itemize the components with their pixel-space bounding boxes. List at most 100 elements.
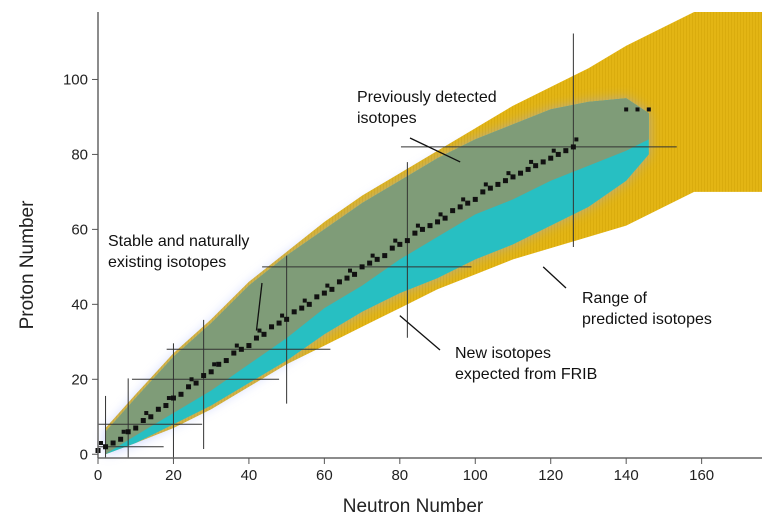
stable-point <box>472 196 478 202</box>
stable-point <box>574 137 579 142</box>
stable-point <box>170 395 176 401</box>
stable-point <box>223 358 229 364</box>
stable-point <box>208 369 214 375</box>
stable-point <box>506 171 511 176</box>
annotation-text: Range of <box>582 290 647 307</box>
x-tick-label: 140 <box>614 467 639 484</box>
stable-point <box>284 316 290 322</box>
extra-point <box>624 107 629 112</box>
stable-point <box>99 441 103 446</box>
stable-point <box>419 226 425 232</box>
stable-point <box>525 166 531 172</box>
annotation-text: isotopes <box>357 110 417 127</box>
y-tick-label: 100 <box>63 71 88 88</box>
stable-point <box>329 286 335 292</box>
stable-point <box>348 268 352 273</box>
x-tick-label: 80 <box>391 467 408 484</box>
x-tick-label: 120 <box>538 467 563 484</box>
y-tick-label: 40 <box>71 296 88 313</box>
extra-point <box>635 107 640 112</box>
stable-point <box>518 170 524 176</box>
extra-point <box>646 107 651 112</box>
annotation: Previously detected isotopes <box>357 89 497 163</box>
stable-point <box>480 189 486 195</box>
axes-layer <box>97 12 762 459</box>
annotation-text: expected from FRIB <box>455 366 597 383</box>
stable-point <box>435 219 441 225</box>
x-axis-title: Neutron Number <box>343 496 484 517</box>
stable-point <box>370 253 375 258</box>
annotation-text: New isotopes <box>455 345 551 362</box>
stable-point <box>189 377 194 382</box>
annotation-text: Stable and naturally <box>108 233 249 250</box>
stable-point <box>374 256 380 262</box>
annotation-leader <box>542 266 567 289</box>
stable-point <box>148 414 154 420</box>
stable-point <box>121 429 126 434</box>
stable-point <box>415 223 420 228</box>
stable-point <box>382 253 388 259</box>
y-tick-label: 20 <box>71 371 88 388</box>
stable-point <box>367 260 373 266</box>
stable-point <box>246 343 252 349</box>
stable-point <box>442 215 448 221</box>
stable-point <box>163 403 169 409</box>
ticks-layer: 0 20 40 60 80 100 120 140 160 0 20 40 60 80 100 <box>63 71 714 484</box>
annotation-leader <box>399 315 441 351</box>
annotation-text: predicted isotopes <box>582 311 712 328</box>
stable-point <box>551 148 556 153</box>
magic-number-lines <box>98 33 677 458</box>
stable-point <box>450 208 456 214</box>
stable-point <box>389 245 395 251</box>
stable-point <box>257 328 262 333</box>
annotation: Stable and naturally existing isotopes <box>108 233 263 331</box>
stable-point <box>276 320 282 326</box>
stable-point <box>427 223 433 229</box>
stable-point <box>438 212 443 217</box>
stable-point <box>397 241 403 247</box>
annotations-layer: Previously detected isotopes Stable and na… <box>108 89 712 383</box>
stable-point <box>299 305 305 311</box>
stable-point <box>404 238 410 244</box>
stable-point <box>325 283 330 288</box>
stable-point <box>103 444 109 450</box>
y-tick-label: 0 <box>80 446 88 463</box>
stable-point <box>231 350 237 356</box>
x-tick-label: 60 <box>316 467 333 484</box>
stable-point <box>314 294 320 300</box>
annotation-text: existing isotopes <box>108 254 226 271</box>
stable-point <box>212 362 217 367</box>
stable-point <box>291 309 297 315</box>
stable-point <box>321 290 327 296</box>
stable-point <box>344 275 350 281</box>
stable-point <box>261 331 267 337</box>
stable-point <box>359 264 365 270</box>
annotation: Range of predicted isotopes <box>542 266 712 328</box>
y-axis-title: Proton Number <box>17 200 38 330</box>
annotation-text: Previously detected <box>357 89 497 106</box>
stable-point <box>118 436 124 442</box>
stable-point <box>216 361 222 367</box>
stable-point <box>457 204 463 210</box>
stable-point <box>563 148 569 154</box>
stable-point <box>487 185 493 191</box>
annotation: New isotopes expected from FRIB <box>399 315 597 383</box>
regions-layer <box>105 12 762 455</box>
stable-point <box>201 373 207 379</box>
stable-point <box>186 384 192 390</box>
stable-point <box>140 418 146 424</box>
stable-point <box>412 230 418 236</box>
stable-point <box>155 406 161 412</box>
region-detected <box>105 98 649 455</box>
x-tick-label: 20 <box>165 467 182 484</box>
stable-point <box>269 324 275 330</box>
stable-point <box>166 396 171 401</box>
stable-point <box>570 144 576 150</box>
x-tick-label: 0 <box>94 467 102 484</box>
stable-point <box>238 346 244 352</box>
stable-point <box>193 380 199 386</box>
annotation-leader <box>255 282 263 331</box>
stable-point <box>461 197 466 202</box>
stable-point <box>234 343 239 348</box>
